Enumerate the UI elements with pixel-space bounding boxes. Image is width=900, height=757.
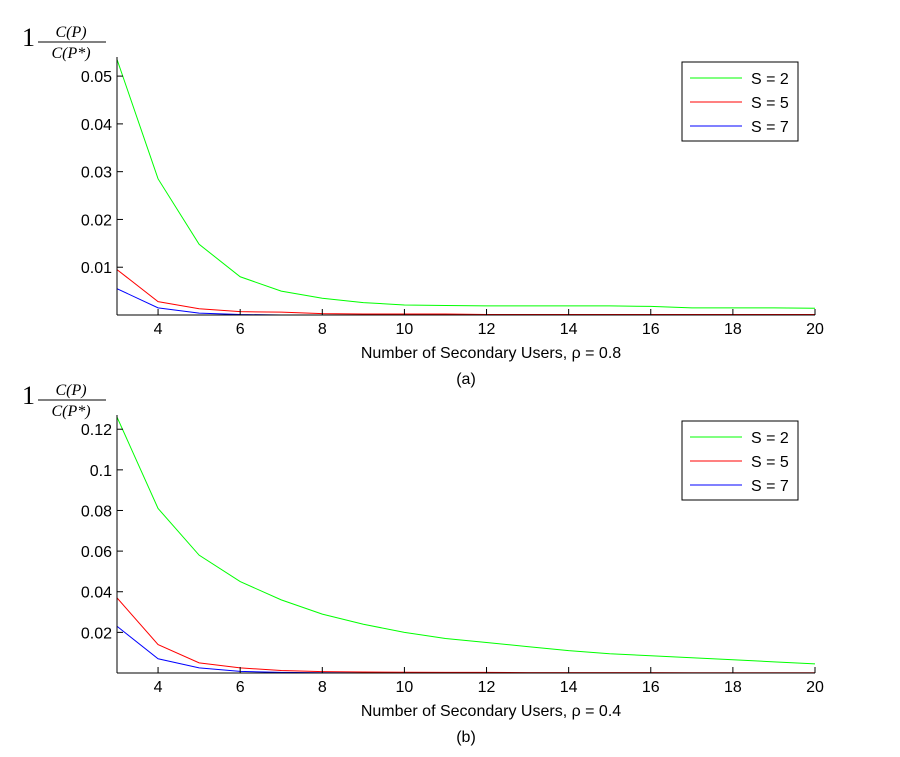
- y-tick-label: 0.02: [81, 212, 112, 229]
- legend: S = 2 S = 5 S = 7: [681, 61, 799, 142]
- y-axis-label: 1 C(P) C(P*): [22, 23, 106, 62]
- x-tick-label: 14: [560, 679, 578, 696]
- panel-caption: (a): [456, 371, 476, 388]
- legend: S = 2 S = 5 S = 7: [681, 420, 799, 501]
- series-line-s-7: [117, 288, 815, 315]
- legend-label: S = 7: [751, 478, 789, 495]
- x-tick-label: 20: [806, 679, 824, 696]
- x-axis-label: Number of Secondary Users, ρ = 0.4: [361, 703, 621, 720]
- y-tick-label: 0.04: [81, 585, 112, 602]
- legend-label: S = 7: [751, 119, 789, 136]
- x-tick-label: 12: [478, 679, 496, 696]
- y-tick-label: 0.02: [81, 625, 112, 642]
- x-tick-label: 6: [236, 679, 245, 696]
- x-tick-label: 10: [396, 679, 414, 696]
- y-tick-label: 0.01: [81, 260, 112, 277]
- y-tick-label: 0.03: [81, 165, 112, 182]
- x-tick-label: 10: [396, 321, 414, 338]
- series-line-s-2: [117, 59, 815, 309]
- legend-label: S = 5: [751, 454, 789, 471]
- chart-panel-a: 1 C(P) C(P*) 4 6 8 10 12 14 16 18 20 0.01 0.02 0.03 0.0…: [22, 23, 824, 388]
- y-tick-label: 0.05: [81, 69, 112, 86]
- series-line-s-7: [117, 625, 815, 673]
- x-tick-label: 18: [724, 321, 742, 338]
- x-tick-label: 20: [806, 321, 824, 338]
- x-tick-label: 8: [318, 321, 327, 338]
- y-tick-label: 0.12: [81, 422, 112, 439]
- legend-label: S = 2: [751, 430, 789, 447]
- y-tick-label: 0.08: [81, 503, 112, 520]
- y-label-one: 1: [22, 23, 35, 52]
- y-label-denominator: C(P*): [51, 403, 90, 420]
- x-tick-label: 16: [642, 679, 660, 696]
- y-label-denominator: C(P*): [51, 45, 90, 62]
- x-tick-label: 8: [318, 679, 327, 696]
- chart-panel-b: 1 C(P) C(P*) 4 6 8 10 12 14 16 18 20 0.02 0.04 0.06 0.0…: [22, 381, 824, 746]
- x-tick-label: 12: [478, 321, 496, 338]
- y-label-one: 1: [22, 381, 35, 410]
- x-tick-label: 14: [560, 321, 578, 338]
- series-line-s-5: [117, 597, 815, 673]
- x-tick-label: 4: [154, 679, 163, 696]
- y-label-numerator: C(P): [55, 382, 86, 399]
- legend-label: S = 2: [751, 71, 789, 88]
- y-tick-label: 0.04: [81, 117, 112, 134]
- series-line-s-2: [117, 416, 815, 665]
- legend-label: S = 5: [751, 95, 789, 112]
- x-tick-label: 6: [236, 321, 245, 338]
- y-label-numerator: C(P): [55, 24, 86, 41]
- y-axis-label: 1 C(P) C(P*): [22, 381, 106, 420]
- y-tick-label: 0.1: [90, 463, 112, 480]
- x-axis-label: Number of Secondary Users, ρ = 0.8: [361, 345, 621, 362]
- x-tick-label: 16: [642, 321, 660, 338]
- x-tick-label: 4: [154, 321, 163, 338]
- y-tick-label: 0.06: [81, 544, 112, 561]
- panel-caption: (b): [456, 729, 476, 746]
- x-tick-label: 18: [724, 679, 742, 696]
